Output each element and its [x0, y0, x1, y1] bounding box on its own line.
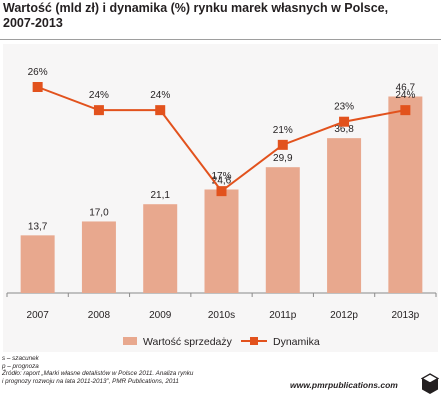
line-marker-dynamics [155, 105, 166, 116]
line-marker-dynamics [216, 186, 227, 197]
line-marker-dynamics [277, 139, 288, 150]
chart-area: 13,7 2007 17,0 2008 21,1 2009 24,6 2010s 29,9 201… [3, 44, 438, 332]
chart-title-line-2: 2007-2013 [3, 16, 63, 30]
chart-title: Wartość (mld zł) i dynamika (%) rynku ma… [3, 1, 438, 31]
legend-label-sales: Wartość sprzedaży [143, 336, 232, 348]
legend-swatch-line [241, 336, 267, 346]
legend-item-sales: Wartość sprzedaży [123, 335, 232, 349]
legend-swatch-bar [123, 337, 137, 346]
chart-title-line-1: Wartość (mld zł) i dynamika (%) rynku ma… [3, 1, 389, 15]
bar-sales [20, 235, 55, 293]
line-value-label: 23% [334, 102, 354, 113]
legend-item-dynamics: Dynamika [241, 335, 320, 349]
bar-value-label: 29,9 [273, 153, 293, 164]
bar-sales [143, 204, 178, 293]
line-value-label: 17% [211, 171, 231, 182]
source-notes: s – szacunek p – prognoza Źródło: raport… [2, 355, 272, 385]
line-marker-dynamics [93, 105, 104, 116]
pmr-cube-logo-icon [421, 373, 439, 394]
bar-value-label: 36,8 [334, 124, 354, 135]
x-tick-label: 2007 [27, 310, 50, 321]
note-forecast: p – prognoza [2, 362, 39, 370]
note-source-1: Źródło: raport „Marki własne detalistów … [2, 370, 194, 378]
bar-sales [265, 167, 300, 293]
line-marker-dynamics [32, 82, 43, 92]
line-value-label: 26% [28, 67, 48, 78]
bar-value-label: 46,7 [396, 83, 416, 94]
note-source-2: i prognozy rozwoju na lata 2011-2013”, P… [2, 377, 179, 385]
bar-sales [204, 189, 239, 293]
title-divider [0, 39, 441, 40]
publisher-url: www.pmrpublications.com [290, 380, 398, 390]
bar-value-label: 13,7 [28, 221, 48, 232]
note-estimate: s – szacunek [2, 355, 39, 362]
line-marker-dynamics [400, 105, 411, 116]
bar-sales [327, 138, 362, 293]
x-tick-label: 2012p [330, 310, 358, 321]
x-tick-label: 2011p [269, 310, 297, 321]
combo-chart: 13,7 2007 17,0 2008 21,1 2009 24,6 2010s 29,9 201… [6, 67, 437, 321]
x-tick-label: 2009 [149, 310, 172, 321]
line-value-label: 24% [89, 90, 109, 101]
line-value-label: 24% [150, 90, 170, 101]
x-tick-label: 2010s [208, 310, 235, 321]
x-tick-label: 2008 [88, 310, 111, 321]
line-value-label: 21% [273, 125, 293, 136]
bar-value-label: 17,0 [89, 207, 109, 218]
legend-label-dynamics: Dynamika [273, 336, 320, 348]
legend: Wartość sprzedaży Dynamika [3, 332, 438, 352]
bar-sales [388, 96, 423, 293]
x-tick-label: 2013p [391, 310, 419, 321]
bar-value-label: 21,1 [150, 190, 170, 201]
bar-value-label: 24,6 [212, 175, 232, 186]
line-value-label: 24% [395, 90, 415, 101]
line-marker-dynamics [339, 116, 350, 127]
bar-sales [81, 221, 116, 293]
